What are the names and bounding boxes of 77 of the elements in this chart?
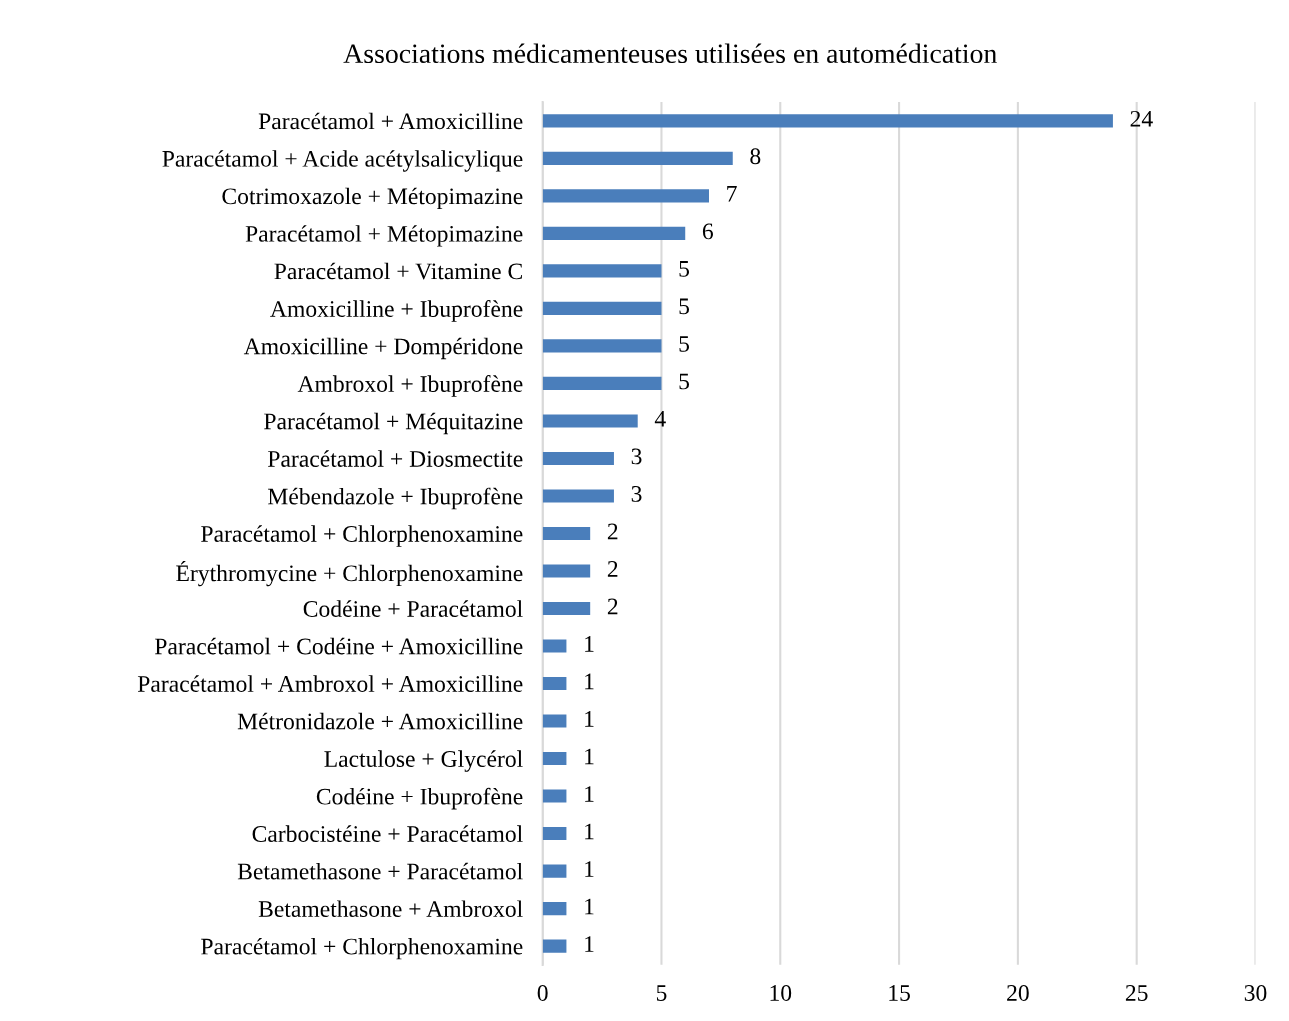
data-label: 4 — [654, 411, 666, 427]
y-tick-label: Paracétamol + Amoxicilline — [258, 112, 523, 130]
bar — [542, 864, 567, 878]
data-label: 1 — [585, 711, 594, 727]
data-label: 2 — [607, 598, 618, 615]
x-tick-label: 15 — [889, 985, 910, 1001]
x-tick-label: 30 — [1244, 984, 1267, 1001]
bar — [542, 902, 567, 916]
data-label: 1 — [585, 861, 594, 877]
y-tick-label: Mébendazole + Ibuprofène — [268, 487, 523, 510]
data-label: 3 — [631, 486, 642, 502]
bar — [542, 151, 733, 165]
bar — [542, 751, 567, 766]
data-label: 5 — [679, 336, 690, 352]
y-tick-label: Amoxicilline + Dompéridone — [243, 337, 523, 360]
x-tick-label: 20 — [1007, 984, 1029, 1001]
y-tick-label: Paracétamol + Vitamine C — [274, 262, 522, 280]
y-tick-label: Métronidazole + Amoxicilline — [237, 712, 523, 730]
y-tick-label: Ambroxol + Ibuprofène — [297, 375, 523, 397]
bar — [542, 939, 567, 953]
data-label: 24 — [1130, 110, 1153, 127]
bar — [542, 489, 614, 503]
bar — [542, 414, 638, 428]
x-tick-label: 0 — [537, 984, 548, 1001]
y-tick-label: Paracétamol + Acide acétylsalicylique — [162, 150, 523, 172]
y-tick-label: Betamethasone + Paracétamol — [237, 862, 523, 880]
data-label: 1 — [585, 673, 594, 690]
bar — [542, 376, 662, 390]
bar — [542, 339, 662, 353]
y-tick-label: Paracétamol + Codéine + Amoxicilline — [154, 637, 523, 655]
bar — [542, 601, 591, 616]
data-label: 8 — [750, 148, 761, 165]
y-tick-label: Érythromycine + Chlorphenoxamine — [176, 560, 523, 587]
y-tick-label: Betamethasone + Ambroxol — [258, 900, 523, 917]
data-label: 5 — [679, 373, 690, 390]
y-tick-label: Paracétamol + Méquitazine — [264, 412, 523, 435]
data-label: 2 — [607, 561, 618, 577]
y-tick-label: Paracétamol + Métopimazine — [245, 225, 523, 247]
data-label: 7 — [727, 186, 737, 202]
y-tick-label: Paracétamol + Chlorphenoxamine — [201, 937, 523, 960]
data-label: 5 — [679, 261, 690, 277]
y-tick-label: Cotrimoxazole + Métopimazine — [222, 187, 523, 210]
bar — [542, 714, 567, 728]
y-tick-label: Carbocistéine + Paracétamol — [252, 825, 523, 842]
bar — [542, 264, 662, 278]
bar — [542, 189, 709, 203]
bar — [542, 301, 662, 315]
bar — [542, 676, 567, 691]
y-tick-label: Lactulose + Glycérol — [324, 750, 523, 772]
chart-title: Associations médicamenteuses utilisées en automédication — [343, 43, 997, 64]
y-tick-label: Amoxicilline + Ibuprofène — [270, 300, 523, 322]
bar — [542, 526, 591, 541]
data-label: 1 — [585, 823, 594, 840]
data-label: 1 — [585, 636, 594, 652]
y-tick-label: Codéine + Ibuprofène — [316, 787, 523, 810]
bar — [542, 114, 1113, 128]
bar — [542, 226, 686, 240]
y-tick-label: Paracétamol + Diosmectite — [268, 450, 523, 467]
data-label: 1 — [585, 936, 594, 952]
data-label: 3 — [631, 448, 642, 465]
data-label: 1 — [585, 748, 594, 765]
data-label: 5 — [679, 298, 690, 315]
data-label: 2 — [607, 523, 618, 540]
y-tick-label: Paracétamol + Ambroxol + Amoxicilline — [137, 675, 523, 692]
data-label: 1 — [585, 786, 594, 802]
x-tick-label: 10 — [770, 984, 792, 1001]
data-label: 1 — [585, 898, 594, 915]
bar — [542, 564, 591, 578]
bar — [542, 639, 567, 653]
bar — [542, 826, 567, 841]
x-tick-label: 25 — [1125, 985, 1148, 1001]
y-tick-label: Paracétamol + Chlorphenoxamine — [201, 525, 523, 547]
data-label: 6 — [702, 223, 713, 240]
y-tick-label: Codéine + Paracétamol — [303, 600, 523, 617]
bar — [542, 451, 614, 466]
bar — [542, 789, 567, 803]
x-tick-label: 5 — [656, 985, 667, 1001]
